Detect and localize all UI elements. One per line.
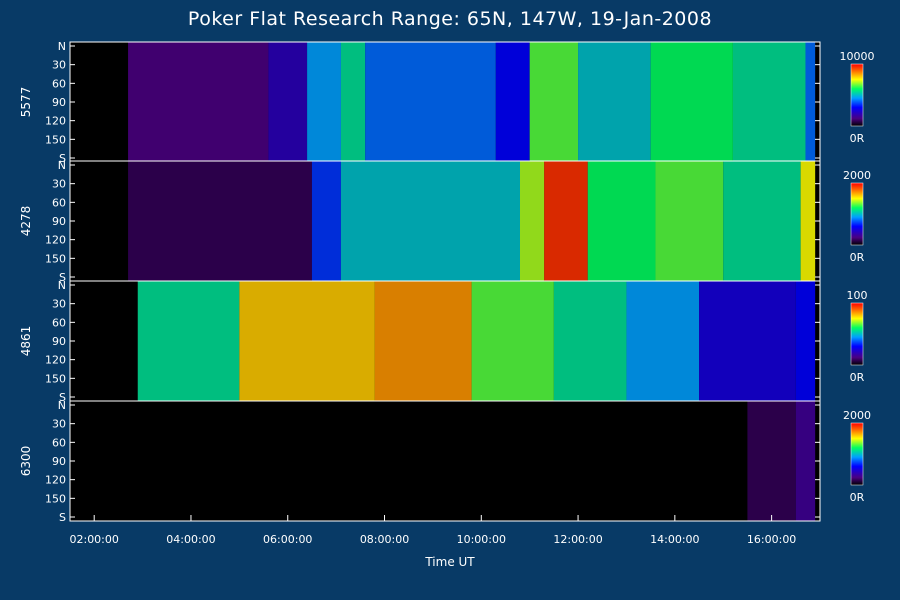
panel-3-y-tick-label: 60 (52, 436, 66, 449)
x-tick-label: 10:00:00 (457, 533, 506, 546)
x-tick-label: 02:00:00 (69, 533, 118, 546)
panel-3-y-tick-label: S (59, 511, 66, 524)
panel-3-intensity-band (747, 401, 796, 521)
panel-1-y-tick-label: 120 (45, 234, 66, 247)
panel-2-y-tick-label: S (59, 391, 66, 404)
panel-1-intensity-band (520, 161, 545, 281)
panel-1-y-tick-label: 90 (52, 215, 66, 228)
panel-0-colorbar-max-label: 10000 (840, 50, 875, 63)
panel-1-intensity-band (340, 161, 520, 281)
panel-2-y-tick-label: 60 (52, 316, 66, 329)
panel-2-intensity-band (699, 281, 796, 401)
panel-1-intensity-band (544, 161, 588, 281)
panel-2-y-tick-label: N (58, 279, 66, 292)
panel-0-intensity-band (495, 42, 530, 162)
panel-1-intensity-band (587, 161, 656, 281)
panel-2-y-tick-label: 30 (52, 298, 66, 311)
panel-1-colorbar-max-label: 2000 (843, 169, 871, 182)
panel-0-intensity-band (365, 42, 496, 162)
panel-2-y-tick-label: 90 (52, 335, 66, 348)
x-tick-label: 04:00:00 (166, 533, 215, 546)
panel-3-y-tick-label: N (58, 399, 66, 412)
panel-1-colorbar (850, 182, 864, 246)
x-tick-label: 08:00:00 (360, 533, 409, 546)
panel-2-y-tick-label: 120 (45, 354, 66, 367)
panel-3-colorbar-min-label: 0R (850, 491, 865, 504)
panel-1-intensity-band (128, 161, 312, 281)
panel-2-intensity-band (553, 281, 627, 401)
panel-0-y-axis-label: 5577 (19, 87, 33, 118)
panel-0-y-tick-label: 90 (52, 96, 66, 109)
panel-2-y-axis-label: 4861 (19, 326, 33, 357)
panel-1-intensity-band (800, 161, 816, 281)
panel-0-intensity-band (650, 42, 733, 162)
panel-2-intensity-band (374, 281, 472, 401)
panel-1-y-axis-label: 4278 (19, 206, 33, 237)
panel-2-intensity-band (239, 281, 375, 401)
panel-1-y-tick-label: 60 (52, 196, 66, 209)
panel-1-y-tick-label: 30 (52, 178, 66, 191)
panel-0-y-tick-label: 120 (45, 115, 66, 128)
x-axis-title: Time UT (425, 555, 475, 569)
panel-0-y-tick-label: 60 (52, 77, 66, 90)
panel-0-colorbar (850, 63, 864, 127)
x-tick-label: 16:00:00 (747, 533, 796, 546)
panel-0-intensity-band (732, 42, 806, 162)
panel-0-intensity-band (805, 42, 816, 162)
panel-2-intensity-band (137, 281, 240, 401)
panel-0-colorbar-min-label: 0R (850, 132, 865, 145)
panel-3-y-tick-label: 120 (45, 474, 66, 487)
panel-2-intensity-band (795, 281, 816, 401)
panel-1-colorbar-min-label: 0R (850, 251, 865, 264)
panel-3-y-axis-label: 6300 (19, 446, 33, 477)
panel-2-intensity-band (626, 281, 700, 401)
panel-1-y-tick-label: S (59, 271, 66, 284)
panel-2-y-tick-label: 150 (45, 372, 66, 385)
panel-0-y-tick-label: S (59, 152, 66, 165)
panel-1-y-tick-label: 150 (45, 252, 66, 265)
x-tick-label: 12:00:00 (553, 533, 602, 546)
panel-0-intensity-band (268, 42, 308, 162)
x-tick-label: 06:00:00 (263, 533, 312, 546)
panel-1-intensity-band (723, 161, 801, 281)
panel-3-intensity-band (795, 401, 816, 521)
panel-2-colorbar-min-label: 0R (850, 371, 865, 384)
panel-1-y-tick-label: N (58, 159, 66, 172)
panel-1-intensity-band (655, 161, 724, 281)
panel-0-intensity-band (128, 42, 269, 162)
panel-2-intensity-band (471, 281, 554, 401)
panel-1-intensity-band (311, 161, 341, 281)
chart-title: Poker Flat Research Range: 65N, 147W, 19… (187, 8, 713, 30)
panel-3-y-tick-label: 30 (52, 418, 66, 431)
panel-3-colorbar (850, 422, 864, 486)
panel-0-y-tick-label: N (58, 40, 66, 53)
panel-3-y-tick-label: 150 (45, 492, 66, 505)
panel-0-intensity-band (529, 42, 579, 162)
panel-0-y-tick-label: 30 (52, 59, 66, 72)
x-tick-label: 14:00:00 (650, 533, 699, 546)
panel-3-background (70, 401, 820, 521)
panel-0-intensity-band (307, 42, 341, 162)
panel-3-y-tick-label: 90 (52, 455, 66, 468)
panel-0-y-tick-label: 150 (45, 133, 66, 146)
panel-2-colorbar (850, 302, 864, 366)
panel-0-intensity-band (578, 42, 651, 162)
panel-2-colorbar-max-label: 100 (847, 289, 868, 302)
panel-3-colorbar-max-label: 2000 (843, 409, 871, 422)
panel-0-intensity-band (340, 42, 366, 162)
